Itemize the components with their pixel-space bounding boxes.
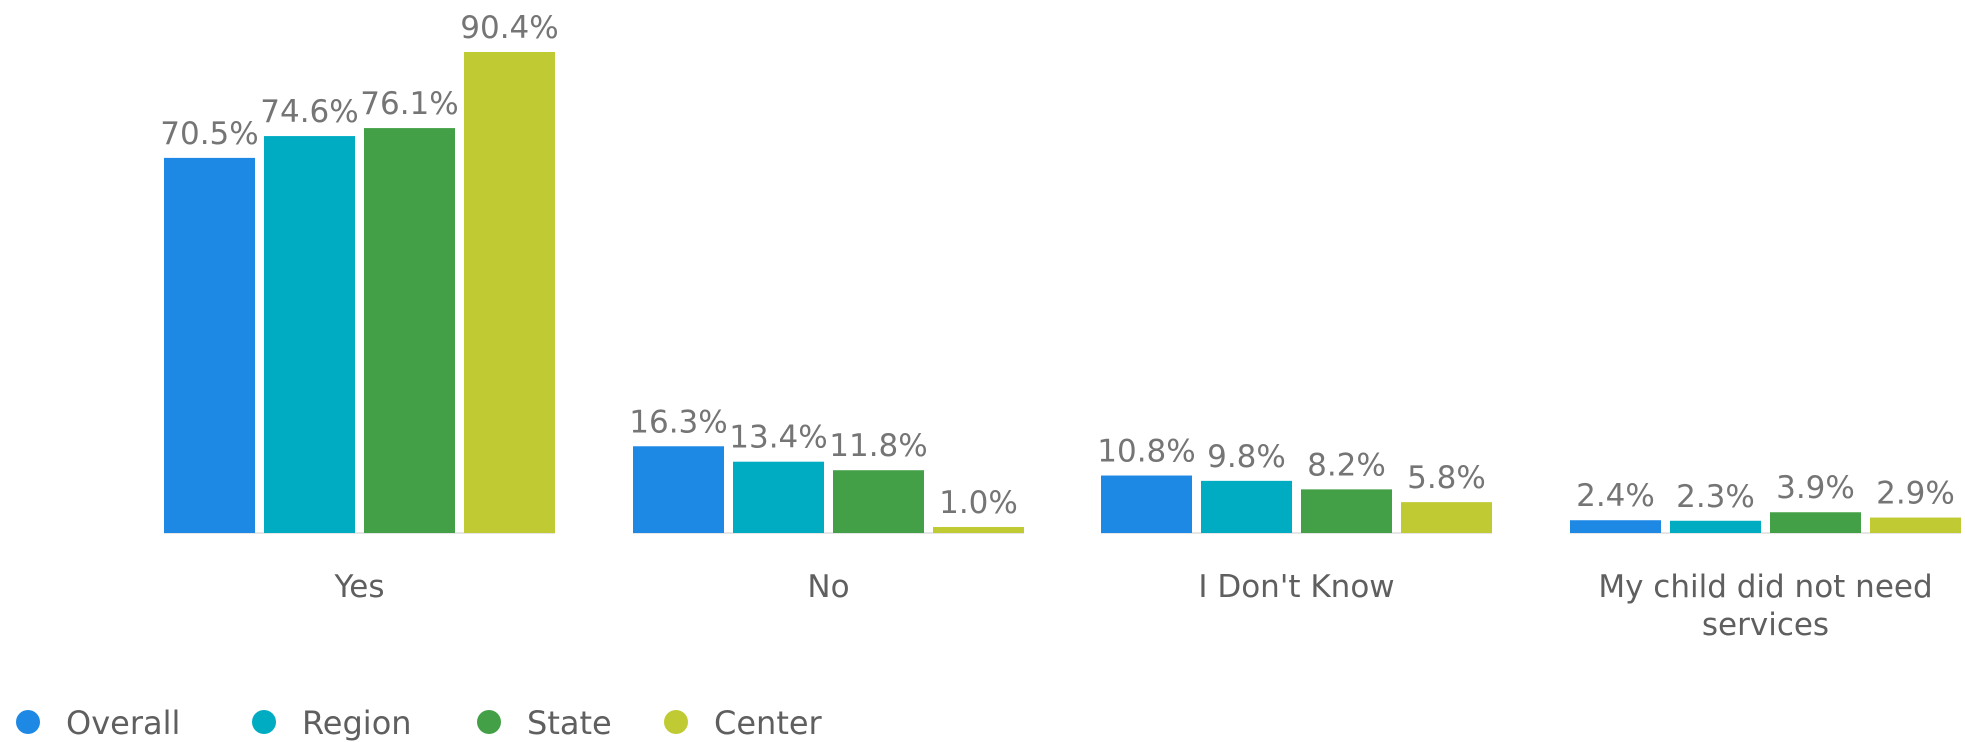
category-label-1: No (807, 569, 849, 605)
category-label-0: Yes (333, 569, 384, 605)
bar-overall-1[interactable] (633, 446, 724, 533)
bar-value-label-overall-1: 16.3% (629, 404, 727, 440)
bar-state-0[interactable] (364, 128, 455, 533)
bar-center-1[interactable] (933, 527, 1024, 533)
bar-value-label-region-0: 74.6% (260, 94, 358, 130)
bar-value-label-region-3: 2.3% (1676, 479, 1755, 515)
legend-label: State (527, 704, 612, 742)
bar-value-label-center-1: 1.0% (939, 485, 1018, 521)
legend-item-region[interactable]: Region (252, 704, 412, 742)
bar-center-0[interactable] (464, 52, 555, 533)
bar-region-3[interactable] (1670, 520, 1761, 533)
legend-dot-icon (477, 710, 501, 734)
bar-state-2[interactable] (1301, 489, 1392, 533)
bar-state-3[interactable] (1770, 512, 1861, 533)
bar-value-label-state-3: 3.9% (1776, 470, 1855, 506)
bar-value-label-region-2: 9.8% (1207, 439, 1286, 475)
bar-value-label-center-3: 2.9% (1876, 476, 1955, 512)
bar-overall-2[interactable] (1101, 475, 1192, 533)
bar-value-label-region-1: 13.4% (729, 420, 827, 456)
bar-value-label-overall-3: 2.4% (1576, 478, 1655, 514)
legend-dot-icon (252, 710, 276, 734)
legend-label: Overall (66, 704, 180, 742)
legend[interactable]: Overall Region State Center (16, 704, 823, 742)
bar-value-label-overall-0: 70.5% (160, 116, 258, 152)
bar-value-label-center-0: 90.4% (460, 10, 558, 46)
category-labels-layer: Yes No I Don't Know My child did not need se… (333, 569, 1932, 643)
bar-center-2[interactable] (1401, 502, 1492, 533)
legend-item-center[interactable]: Center (664, 704, 823, 742)
legend-label: Center (714, 704, 823, 742)
category-label-2: I Don't Know (1198, 569, 1394, 605)
bar-value-label-overall-2: 10.8% (1097, 434, 1195, 470)
bar-overall-3[interactable] (1570, 520, 1661, 533)
category-label-3: My child did not need services (1598, 569, 1932, 643)
legend-dot-icon (664, 710, 688, 734)
bar-region-1[interactable] (733, 461, 824, 533)
bar-labels-layer: 70.5% 16.3% 10.8% 2.4% 74.6% 13.4% 9.8% 2.3% 76.… (160, 10, 1955, 521)
bar-overall-0[interactable] (164, 157, 255, 533)
bar-value-label-state-1: 11.8% (829, 428, 927, 464)
bar-value-label-state-2: 8.2% (1307, 447, 1386, 483)
bar-center-3[interactable] (1870, 517, 1961, 533)
bar-value-label-state-0: 76.1% (360, 86, 458, 122)
legend-item-state[interactable]: State (477, 704, 612, 742)
bar-state-1[interactable] (833, 470, 924, 533)
bar-region-2[interactable] (1201, 480, 1292, 533)
legend-item-overall[interactable]: Overall (16, 704, 180, 742)
legend-dot-icon (16, 710, 40, 734)
legend-label: Region (302, 704, 412, 742)
bars-layer (164, 52, 1961, 533)
bar-value-label-center-2: 5.8% (1407, 460, 1486, 496)
bar-region-0[interactable] (264, 136, 355, 533)
